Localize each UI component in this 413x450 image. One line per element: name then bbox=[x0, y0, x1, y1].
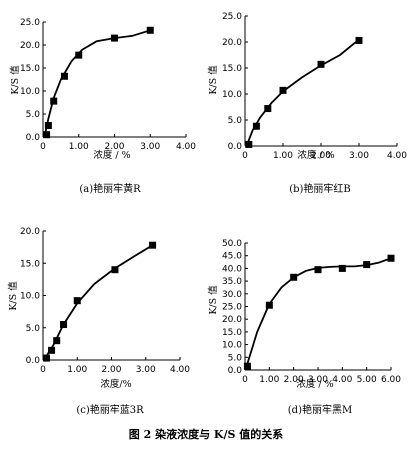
x-axis-label: 浓度 / % bbox=[296, 378, 333, 390]
x-tick-label: 5.00 bbox=[357, 375, 377, 385]
data-point-marker bbox=[44, 122, 52, 129]
x-tick-label: 3.00 bbox=[308, 375, 328, 385]
x-tick-label: 4.00 bbox=[387, 151, 407, 161]
y-tick-label: 15.0 bbox=[20, 64, 40, 74]
x-tick-label: 1.00 bbox=[273, 151, 293, 161]
data-point-marker bbox=[265, 301, 273, 309]
data-point-marker bbox=[149, 241, 157, 249]
chart-panel-2: 0 1.00 2.00 3.00 4.00 0.0 5.0 10.0 15.0 20.0 25.0 浓… bbox=[207, 12, 407, 195]
y-tick-label: 5.0 bbox=[228, 353, 243, 363]
y-tick-label: 20.0 bbox=[222, 315, 242, 325]
y-tick-label: 0.0 bbox=[26, 133, 41, 143]
y-tick-label: 5.0 bbox=[26, 324, 41, 334]
data-point-marker bbox=[53, 337, 61, 345]
y-axis-label: K/S 值 bbox=[207, 65, 219, 95]
data-point-marker bbox=[252, 122, 260, 130]
data-point-marker bbox=[146, 26, 154, 34]
y-axis-label: K/S 值 bbox=[207, 285, 219, 315]
x-tick-label: 6.00 bbox=[381, 375, 401, 385]
chart-panel-4: 0 1.00 2.00 3.00 4.00 5.00 6.00 0.0 5.0 10.0 15.0 2… bbox=[207, 239, 401, 416]
data-point-marker bbox=[111, 266, 119, 274]
data-point-marker bbox=[387, 254, 395, 262]
panel-caption: (d)艳丽牢黑M bbox=[288, 403, 352, 416]
panel-caption: (b)艳丽牢红B bbox=[289, 182, 351, 195]
y-tick-label: 0.0 bbox=[26, 356, 41, 366]
y-tick-label: 0.0 bbox=[228, 142, 243, 152]
figure-title: 图 2 染液浓度与 K/S 值的关系 bbox=[129, 427, 284, 441]
x-tick-label: 4.00 bbox=[170, 365, 190, 375]
data-point-marker bbox=[317, 60, 325, 68]
y-tick-label: 45.0 bbox=[222, 252, 242, 262]
data-point-marker bbox=[42, 354, 50, 362]
data-point-marker bbox=[363, 261, 371, 269]
y-tick-label: 20.0 bbox=[20, 227, 40, 237]
y-tick-label: 5.0 bbox=[228, 116, 243, 126]
chart-panel-1: 0 1.00 2.00 3.00 4.00 0.0 5.0 10.0 15.0 20.0 25.0 浓… bbox=[9, 18, 196, 195]
panel-caption: (c)艳丽牢蓝3R bbox=[76, 403, 144, 416]
data-point-marker bbox=[43, 131, 51, 139]
fitted-curve bbox=[245, 257, 392, 368]
data-point-marker bbox=[111, 34, 118, 42]
x-tick-label: 0 bbox=[242, 151, 248, 161]
y-tick-label: 10.0 bbox=[20, 292, 40, 302]
y-tick-label: 10.0 bbox=[222, 90, 242, 100]
x-tick-label: 1.00 bbox=[67, 365, 87, 375]
x-tick-label: 0 bbox=[40, 365, 46, 375]
x-tick-label: 0 bbox=[242, 375, 248, 385]
y-tick-label: 25.0 bbox=[222, 12, 242, 22]
y-tick-label: 10.0 bbox=[20, 87, 40, 97]
y-tick-label: 30.0 bbox=[222, 290, 242, 300]
data-point-marker bbox=[243, 362, 251, 370]
x-tick-label: 3.00 bbox=[136, 365, 156, 375]
fitted-curve bbox=[43, 244, 154, 360]
fitted-curve bbox=[43, 29, 151, 136]
y-tick-label: 15.0 bbox=[222, 328, 242, 338]
x-tick-label: 2.00 bbox=[101, 365, 121, 375]
y-tick-label: 20.0 bbox=[222, 38, 242, 48]
y-tick-label: 0.0 bbox=[228, 366, 243, 376]
x-tick-label: 0 bbox=[40, 142, 46, 152]
y-tick-label: 15.0 bbox=[222, 64, 242, 74]
y-tick-label: 5.0 bbox=[26, 110, 41, 120]
data-point-marker bbox=[264, 105, 272, 113]
data-point-marker bbox=[50, 97, 58, 105]
y-axis-label: K/S 值 bbox=[9, 65, 21, 95]
x-axis-label: 浓度 / % bbox=[297, 149, 334, 161]
y-tick-label: 10.0 bbox=[222, 341, 242, 351]
data-point-marker bbox=[245, 140, 253, 148]
chart-panel-3: 0 1.00 2.00 3.00 4.00 0.0 5.0 10.0 15.0 20.0 浓度/% K… bbox=[7, 227, 190, 416]
data-point-marker bbox=[338, 264, 346, 272]
y-tick-label: 15.0 bbox=[20, 259, 40, 269]
panel-caption: (a)艳丽牢黄R bbox=[79, 182, 141, 195]
x-tick-label: 1.00 bbox=[69, 142, 89, 152]
y-tick-label: 25.0 bbox=[222, 303, 242, 313]
fitted-curve bbox=[246, 38, 360, 146]
data-point-marker bbox=[355, 36, 363, 44]
data-point-marker bbox=[60, 321, 68, 329]
x-tick-label: 1.00 bbox=[259, 375, 279, 385]
data-point-marker bbox=[279, 86, 287, 94]
data-point-marker bbox=[73, 297, 81, 305]
x-tick-label: 2.00 bbox=[284, 375, 304, 385]
x-axis-label: 浓度/% bbox=[100, 378, 131, 390]
x-tick-label: 2.00 bbox=[311, 151, 331, 161]
y-tick-label: 35.0 bbox=[222, 277, 242, 287]
x-tick-label: 4.00 bbox=[176, 142, 196, 152]
data-point-marker bbox=[290, 273, 298, 281]
data-point-marker bbox=[60, 72, 68, 80]
y-tick-label: 40.0 bbox=[222, 264, 242, 274]
y-tick-label: 25.0 bbox=[20, 18, 40, 28]
y-tick-label: 20.0 bbox=[20, 41, 40, 51]
data-point-marker bbox=[48, 346, 56, 354]
x-tick-label: 2.00 bbox=[104, 142, 124, 152]
y-tick-label: 50.0 bbox=[222, 239, 242, 249]
data-point-marker bbox=[314, 266, 322, 274]
x-axis-label: 浓度 / % bbox=[93, 149, 130, 161]
y-axis-label: K/S 值 bbox=[7, 281, 19, 311]
x-tick-label: 3.00 bbox=[349, 151, 369, 161]
data-point-marker bbox=[75, 51, 83, 59]
x-tick-label: 3.00 bbox=[140, 142, 160, 152]
x-tick-label: 4.00 bbox=[332, 375, 352, 385]
